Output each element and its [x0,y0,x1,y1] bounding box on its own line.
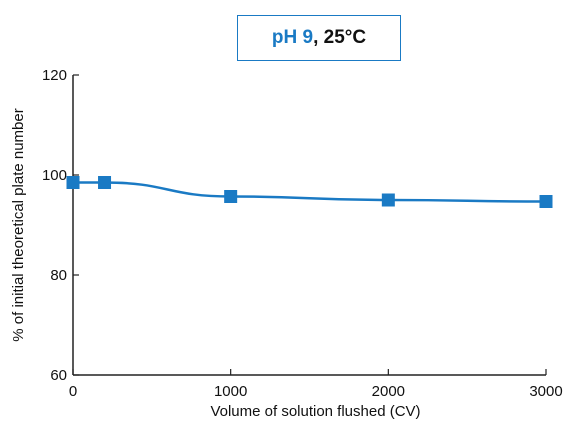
series-line [73,181,547,203]
series-legend: pH 9, 25°C [237,15,401,61]
legend-temperature-text: , 25°C [313,27,367,48]
x-ticks: 0 1000 2000 3000 [69,369,563,400]
y-tick-label: 100 [42,167,67,184]
y-tick-label: 80 [50,267,67,284]
data-point-marker [66,176,80,189]
data-point-marker [224,190,238,203]
data-point-marker [98,176,112,189]
data-point-marker [381,193,395,207]
x-tick-label: 0 [69,383,77,400]
y-axis-title: % of initial theoretical plate number [10,108,27,341]
x-tick-label: 1000 [214,383,247,400]
series-group [66,176,553,208]
data-point-marker [539,195,553,208]
axes [72,75,546,376]
y-ticks: 60 80 100 120 [42,67,79,384]
y-tick-label: 60 [50,367,67,384]
x-axis-title: Volume of solution flushed (CV) [210,403,420,420]
x-tick-label: 3000 [529,383,562,400]
legend-ph-text: pH 9 [271,27,314,48]
y-tick-label: 120 [42,67,67,84]
x-tick-label: 2000 [372,383,405,400]
